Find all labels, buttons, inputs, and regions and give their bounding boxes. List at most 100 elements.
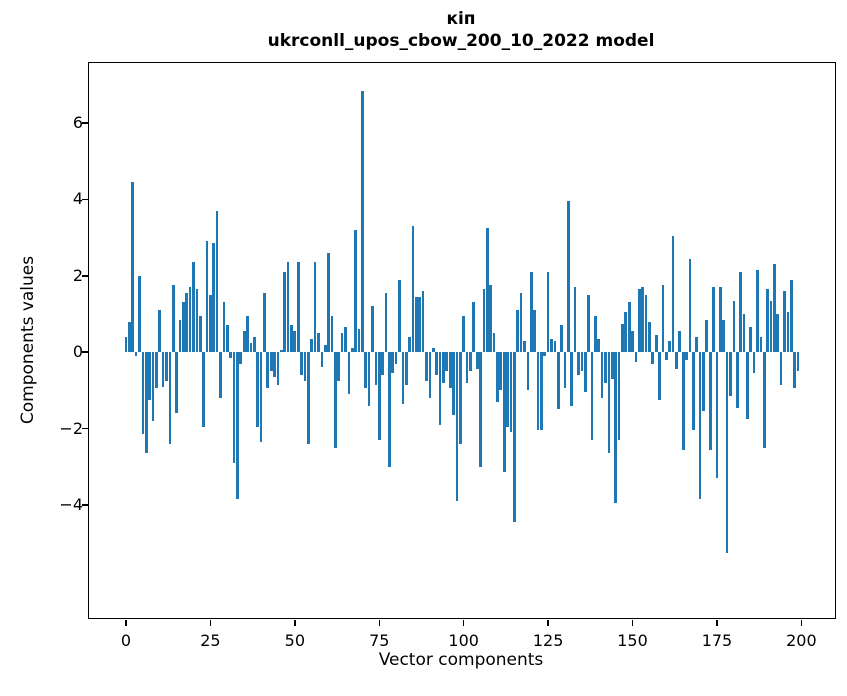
bar	[722, 319, 726, 353]
bar	[256, 352, 260, 427]
x-tick-mark	[800, 619, 803, 626]
bar	[691, 352, 695, 431]
bar	[249, 342, 253, 353]
bar	[702, 352, 705, 412]
bar	[769, 300, 773, 353]
bar	[438, 352, 442, 425]
bar	[793, 352, 796, 389]
bar	[320, 352, 324, 368]
bar	[577, 352, 580, 376]
bar	[198, 315, 202, 353]
bar	[779, 352, 783, 385]
bar	[634, 352, 638, 362]
bar	[776, 313, 780, 353]
bar	[664, 352, 668, 360]
bar	[762, 352, 766, 448]
bar	[205, 241, 209, 353]
bar	[489, 285, 493, 353]
bar	[448, 352, 452, 389]
bar	[485, 228, 489, 353]
bar	[151, 352, 155, 421]
bar	[192, 262, 195, 353]
bar	[678, 331, 682, 353]
x-tick-mark	[209, 619, 212, 626]
bar	[411, 226, 415, 353]
x-tick-mark	[631, 619, 634, 626]
bar	[128, 321, 131, 353]
bar	[563, 352, 567, 389]
bar	[553, 340, 557, 353]
bar	[519, 292, 523, 353]
bar	[212, 243, 216, 353]
x-tick-label: 125	[532, 631, 564, 650]
bar	[131, 182, 135, 353]
bar	[313, 262, 317, 353]
bar	[752, 352, 756, 374]
bar	[567, 201, 570, 353]
bar	[195, 289, 199, 353]
bar	[421, 291, 425, 353]
bar	[482, 289, 486, 353]
bar	[225, 325, 229, 353]
bar	[286, 262, 290, 353]
bar	[759, 336, 763, 353]
bar	[502, 352, 506, 473]
bar	[675, 352, 678, 370]
bar	[658, 352, 661, 400]
bar	[651, 352, 655, 364]
bar	[573, 287, 577, 353]
bar	[465, 352, 469, 383]
bar	[458, 352, 462, 444]
y-tick-mark	[81, 351, 88, 353]
bar	[381, 352, 384, 376]
bar	[540, 352, 543, 431]
bar	[431, 348, 435, 353]
bar	[175, 352, 178, 414]
chart-title-word: кіп	[446, 9, 476, 29]
bar	[124, 336, 128, 353]
x-tick-label: 175	[701, 631, 733, 650]
bar	[685, 352, 688, 360]
bar	[533, 310, 536, 353]
y-tick-label: −2	[59, 418, 83, 438]
x-tick-mark	[547, 619, 549, 626]
bar	[698, 352, 702, 500]
x-tick-label: 75	[369, 631, 390, 650]
bar	[594, 315, 597, 353]
bar	[178, 319, 182, 353]
bar	[604, 352, 607, 383]
bar	[583, 352, 587, 393]
bar	[445, 352, 449, 372]
bar	[452, 352, 455, 416]
x-tick-mark	[716, 619, 718, 626]
bar	[475, 352, 479, 370]
bar	[165, 352, 168, 381]
bar	[516, 310, 520, 353]
bar	[742, 313, 746, 353]
bar	[350, 348, 354, 353]
bar	[627, 302, 631, 353]
bar	[236, 352, 239, 500]
bar	[242, 331, 246, 353]
x-tick-label: 0	[120, 631, 132, 650]
bar	[357, 329, 361, 353]
bar	[374, 352, 378, 385]
bar	[310, 338, 314, 353]
bar	[330, 315, 334, 353]
bar	[580, 352, 584, 372]
bar	[425, 352, 428, 381]
bar	[344, 327, 347, 353]
plot-area: 6 4 2 0 −2 −4 0 25 50 75 100 125 150 175 200	[59, 62, 836, 649]
bar	[512, 352, 516, 523]
bar	[334, 352, 337, 448]
bar	[337, 352, 341, 381]
bar	[773, 264, 776, 353]
bar	[560, 325, 563, 353]
bar	[263, 292, 266, 353]
bar	[158, 310, 162, 353]
bar	[472, 302, 476, 353]
bar	[222, 302, 226, 353]
bar	[229, 352, 232, 358]
bar	[279, 350, 283, 353]
bar	[252, 336, 256, 353]
